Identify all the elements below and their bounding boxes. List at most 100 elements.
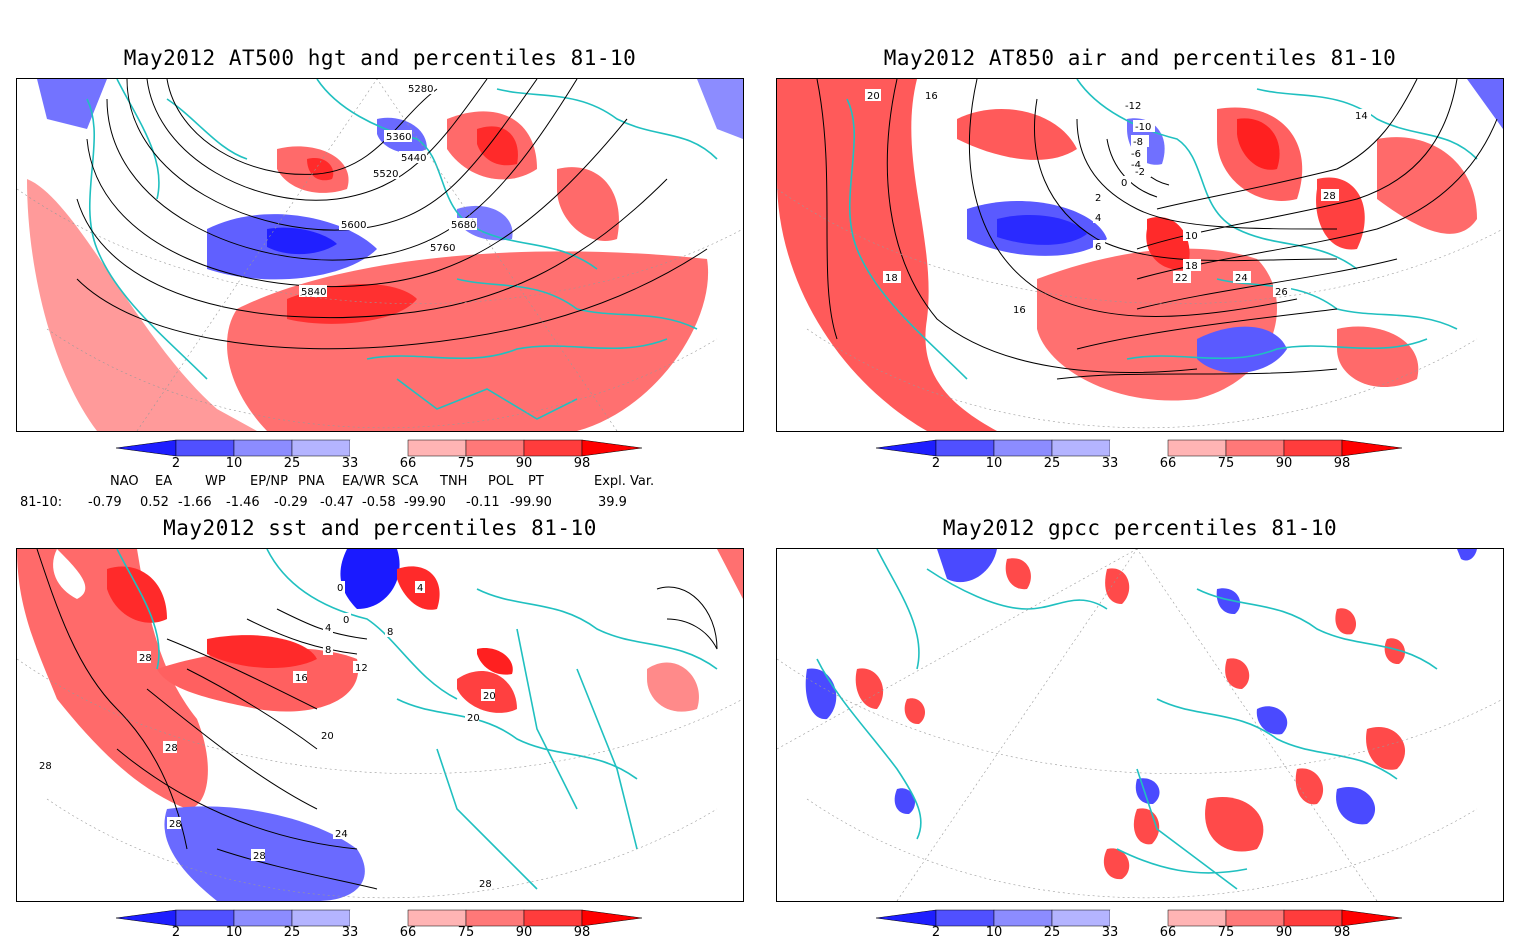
colorbar-tick-label: 75 [457, 456, 475, 471]
colorbar-tick-label: 90 [515, 456, 533, 471]
colorbar-segment [935, 909, 995, 927]
contour-label: -6 [1131, 149, 1141, 160]
index-value: -1.66 [178, 495, 212, 510]
index-header: WP [205, 474, 226, 489]
contour-label: 10 [1185, 231, 1198, 242]
contour-label: -2 [1135, 167, 1145, 178]
colorbar-tick-label: 98 [573, 456, 591, 471]
colorbar-tick-label: 33 [1101, 925, 1119, 940]
colorbar-tick-label: 75 [1217, 925, 1235, 940]
colorbar-segment [1341, 439, 1403, 457]
colorbar-segment [876, 909, 937, 927]
map-sst-svg: 28 28 28 28 24 20 16 12 8 8 4 4 0 0 20 2… [17, 549, 743, 901]
panel-title-4: May2012 gpcc percentiles 81-10 [942, 516, 1338, 540]
colorbar-segment [1051, 439, 1111, 457]
index-row-label: 81-10: [20, 495, 63, 510]
index-value: -1.46 [226, 495, 260, 510]
colorbar-tick-label: 25 [283, 456, 301, 471]
colorbar-segment [407, 909, 467, 927]
contour-label: 5840 [301, 287, 326, 298]
colorbar-1 [116, 439, 643, 457]
contour-label: 0 [343, 615, 349, 626]
contour-label: 20 [467, 713, 480, 724]
colorbar-segment [1110, 440, 1168, 456]
index-header-row: NAO EA WP EP/NP PNA EA/WR SCA TNH POL PT Expl. Var… [0, 474, 760, 490]
contour-label: 16 [295, 673, 308, 684]
contour-label: 28 [479, 879, 492, 890]
index-header: Expl. Var. [594, 474, 655, 489]
colorbar-tick-label: 98 [573, 925, 591, 940]
colorbar-tick-label: 2 [931, 456, 941, 471]
colorbar-segment [1225, 909, 1285, 927]
colorbar-tick-label: 10 [225, 925, 243, 940]
contour-label: 20 [483, 691, 496, 702]
map-gpcc-svg [777, 549, 1503, 901]
colorbar-tick-label: 25 [283, 925, 301, 940]
colorbar-segment [935, 439, 995, 457]
index-header: TNH [440, 474, 468, 489]
colorbar-labels-1: 2 10 25 33 66 75 90 98 [116, 456, 646, 472]
contour-label: 28 [1323, 191, 1336, 202]
contour-label: 14 [1355, 111, 1368, 122]
colorbar-tick-label: 90 [1275, 925, 1293, 940]
contour-label: 20 [321, 731, 334, 742]
colorbar-segment [993, 439, 1053, 457]
colorbar-tick-label: 10 [985, 456, 1003, 471]
index-value: -99.90 [510, 495, 552, 510]
colorbar-4 [876, 909, 1403, 927]
contour-label: -12 [1125, 101, 1141, 112]
colorbar-segment [581, 439, 643, 457]
index-header: PNA [298, 474, 325, 489]
contour-label: 4 [325, 623, 331, 634]
index-header: PT [528, 474, 544, 489]
colorbar-segment [175, 439, 235, 457]
colorbar-tick-label: 98 [1333, 925, 1351, 940]
map-at500-svg: 5280 5360 5440 5520 5600 5680 5760 5840 [17, 79, 743, 431]
colorbar-segment [876, 439, 937, 457]
colorbar-segment [1167, 909, 1227, 927]
colorbar-tick-label: 98 [1333, 456, 1351, 471]
index-header: POL [488, 474, 514, 489]
colorbar-segment [1341, 909, 1403, 927]
contour-label: 28 [253, 851, 266, 862]
colorbar-segment [1283, 439, 1343, 457]
colorbar-segment [233, 439, 293, 457]
index-value-row: 81-10: -0.79 0.52 -1.66 -1.46 -0.29 -0.47 -0.5… [0, 495, 760, 511]
colorbar-tick-label: 33 [341, 456, 359, 471]
colorbar-2 [876, 439, 1403, 457]
contour-label: 5680 [451, 220, 476, 231]
colorbar-segment [116, 439, 177, 457]
contour-label: 4 [417, 583, 423, 594]
contour-label: 28 [165, 743, 178, 754]
contour-label: 24 [335, 829, 348, 840]
contour-label: 5600 [341, 220, 366, 231]
index-value: -0.79 [88, 495, 122, 510]
colorbar-segment [291, 439, 351, 457]
panel-title-2: May2012 AT850 air and percentiles 81-10 [883, 46, 1397, 70]
colorbar-tick-label: 33 [1101, 456, 1119, 471]
index-header: NAO [110, 474, 139, 489]
index-value: 39.9 [598, 495, 627, 510]
colorbar-segment [1225, 439, 1285, 457]
panel-title-1: May2012 AT500 hgt and percentiles 81-10 [123, 46, 637, 70]
panel-title-3: May2012 sst and percentiles 81-10 [163, 516, 597, 540]
contour-label: 5280 [408, 84, 433, 95]
colorbar-tick-label: 25 [1043, 925, 1061, 940]
colorbar-segment [350, 910, 408, 926]
contour-label: 18 [885, 273, 898, 284]
contour-label: 0 [1121, 178, 1127, 189]
contour-label: 28 [169, 819, 182, 830]
index-value: -99.90 [404, 495, 446, 510]
contour-label: 16 [1013, 305, 1026, 316]
index-value: -0.58 [362, 495, 396, 510]
map-panel-sst: 28 28 28 28 24 20 16 12 8 8 4 4 0 0 20 2… [16, 548, 744, 902]
colorbar-tick-label: 2 [171, 925, 181, 940]
colorbar-segment [1051, 909, 1111, 927]
colorbar-tick-label: 66 [399, 456, 417, 471]
contour-label: 5760 [430, 243, 455, 254]
colorbar-segment [116, 909, 177, 927]
contour-label: 18 [1185, 261, 1198, 272]
colorbar-segment [1110, 910, 1168, 926]
colorbar-segment [523, 909, 583, 927]
map-panel-gpcc [776, 548, 1504, 902]
